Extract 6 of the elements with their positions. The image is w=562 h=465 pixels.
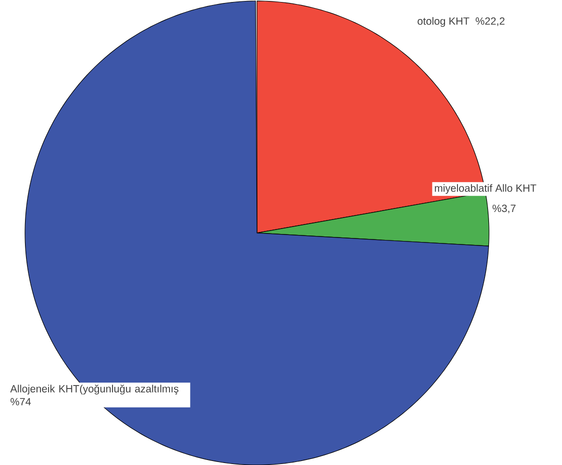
slice-label: Allojeneik KHT(yoğunluğu azaltılmış bbox=[10, 384, 178, 395]
slice-label: miyeloablatif Allo KHT bbox=[434, 184, 536, 194]
data-label: %3,7 bbox=[492, 204, 516, 214]
slice-label: otolog KHT bbox=[418, 17, 470, 27]
data-label: %74 bbox=[10, 398, 31, 406]
data-label: %22,2 bbox=[476, 17, 504, 26]
